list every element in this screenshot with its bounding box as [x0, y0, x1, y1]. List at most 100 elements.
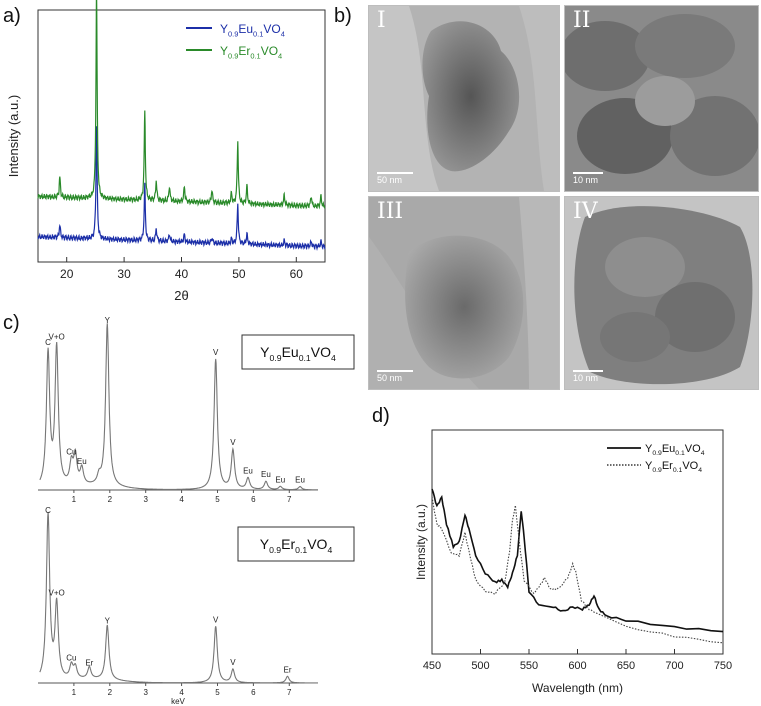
pl-x-axis-label: Wavelength (nm)	[532, 681, 623, 695]
edx-er-legend-label-part: 0.1	[295, 545, 307, 555]
edx-eu-peak-label-1: V+O	[49, 333, 65, 342]
tem-scalebar-3-bar	[377, 370, 413, 372]
edx-er-legend-label-part: VO	[307, 536, 327, 552]
xrd-x-tick-label: 50	[232, 267, 246, 281]
pl-legend-label-1-part: VO	[682, 460, 698, 472]
edx-eu-peak-label-9: Eu	[275, 475, 285, 484]
tem-label-1: I	[377, 8, 386, 33]
edx-er-legend-box	[237, 526, 355, 562]
edx-eu-peak-label-7: Eu	[243, 466, 253, 475]
edx-er-legend-label-part: 0.9	[269, 545, 281, 555]
pl-plot-frame	[431, 429, 724, 655]
xrd-legend-label-1-part: 0.1	[250, 51, 260, 60]
pl-x-tick-label: 550	[520, 660, 538, 672]
edx-eu-peak-label-3: Eu	[77, 457, 87, 466]
xrd-x-tick-label: 30	[117, 267, 131, 281]
edx-er-peak-label-5: V	[213, 615, 219, 624]
edx-er-legend-label-part: 4	[327, 545, 332, 555]
xrd-legend-label-1-part: 4	[278, 51, 282, 60]
edx-er-x-tick-label: 6	[251, 688, 256, 697]
edx-eu-legend-label-part: 0.9	[270, 353, 282, 363]
edx-er-spectrum-line	[39, 511, 318, 684]
xrd-y-axis-label: Intensity (a.u.)	[6, 95, 21, 177]
edx-eu-x-tick-label: 2	[108, 495, 113, 504]
edx-eu-x-tick-label: 5	[215, 495, 220, 504]
edx-eu-peak-label-5: V	[213, 348, 219, 357]
xrd-x-tick-label: 40	[175, 267, 189, 281]
edx-er-peak-label-7: Er	[283, 665, 291, 674]
edx-er-x-axis-label: keV	[171, 697, 185, 705]
edx-eu-peak-label-2: Cu	[66, 447, 76, 456]
xrd-legend-label-0-part: Eu	[238, 22, 253, 36]
edx-eu-x-tick-label: 4	[179, 495, 184, 504]
pl-legend-label-1-part: Y	[645, 460, 653, 472]
edx-eu-x-tick-label: 3	[143, 495, 148, 504]
pl-legend-label-0: Y0.9Eu0.1VO4	[645, 443, 705, 457]
panel-letter-c: c)	[3, 312, 20, 334]
edx-eu-legend-label-part: Eu	[282, 344, 299, 360]
edx-eu-x-tick-label: 7	[287, 495, 292, 504]
tem-image-1-graphic	[369, 6, 559, 191]
xrd-legend-label-0-part: 4	[281, 29, 285, 38]
pl-x-tick-label: 500	[471, 660, 489, 672]
edx-er-x-tick-label: 4	[179, 688, 184, 697]
edx-er-peak-label-3: Er	[85, 659, 93, 668]
edx-er-x-tick-label: 3	[143, 688, 148, 697]
xrd-legend-label-0-part: 0.9	[228, 29, 238, 38]
edx-er-peak-label-6: V	[230, 658, 236, 667]
edx-er-peak-label-2: Cu	[66, 654, 76, 663]
panel-letter-d: d)	[372, 405, 390, 427]
xrd-plot-frame	[37, 9, 326, 263]
xrd-legend-label-0: Y0.9Eu0.1VO4	[220, 22, 285, 38]
pl-legend-label-1-part: Er	[662, 460, 673, 472]
xrd-x-axis-label: 2θ	[174, 288, 188, 303]
edx-er-x-tick-label: 1	[72, 688, 77, 697]
edx-eu-legend-label-part: Y	[260, 344, 270, 360]
edx-er-peak-label-0: C	[45, 506, 51, 515]
edx-eu-peak-label-4: Y	[105, 316, 111, 325]
tem-image-2-graphic	[565, 6, 758, 191]
edx-eu-legend-label-part: 4	[331, 353, 336, 363]
edx-er-x-tick-label: 7	[287, 688, 292, 697]
edx-eu-x-tick-label: 1	[72, 495, 77, 504]
xrd-legend-label-1-part: VO	[261, 44, 278, 58]
tem-scalebar-2: 10 nm	[573, 172, 603, 185]
tem-label-2: II	[573, 8, 591, 33]
pl-series-line-1	[431, 496, 724, 644]
edx-eu-legend-label: Y0.9Eu0.1VO4	[260, 344, 336, 363]
tem-scalebar-4-text: 10 nm	[573, 373, 599, 383]
xrd-legend-label-0-part: VO	[263, 22, 280, 36]
xrd-x-tick-label: 20	[60, 267, 74, 281]
edx-spectrum-eu: 1234567keVCV+OCuEuYVVEuEuEuEuY0.9Eu0.1VO…	[38, 316, 355, 505]
tem-image-2: II 10 nm	[564, 5, 759, 192]
xrd-series-line-0	[37, 126, 326, 251]
pl-x-tick-label: 450	[423, 660, 441, 672]
edx-eu-x-axis-label: keV	[171, 504, 185, 505]
pl-y-axis-label: Intensity (a.u.)	[414, 504, 428, 580]
tem-scalebar-2-text: 10 nm	[573, 175, 599, 185]
xrd-legend-label-0-part: 0.1	[253, 29, 263, 38]
tem-image-4-graphic	[565, 197, 758, 389]
edx-eu-legend-label-part: VO	[311, 344, 331, 360]
pl-legend-label-0-part: 4	[701, 450, 705, 457]
edx-eu-peak-label-8: Eu	[261, 470, 271, 479]
tem-image-3: III 50 nm	[368, 196, 560, 390]
pl-legend-label-1: Y0.9Er0.1VO4	[645, 460, 702, 474]
pl-x-tick-label: 700	[665, 660, 683, 672]
edx-eu-legend-label-part: 0.1	[299, 353, 311, 363]
tem-scalebar-4-bar	[573, 370, 603, 372]
xrd-legend-label-1-part: Y	[220, 44, 228, 58]
tem-scalebar-3: 50 nm	[377, 370, 413, 383]
pl-x-tick-label: 650	[617, 660, 635, 672]
tem-image-1: I 50 nm	[368, 5, 560, 192]
pl-legend-label-0-part: VO	[685, 443, 701, 455]
edx-eu-peak-label-10: Eu	[295, 476, 305, 485]
tem-label-3: III	[377, 199, 404, 224]
tem-scalebar-1: 50 nm	[377, 172, 413, 185]
pl-legend-label-0-part: Eu	[662, 443, 675, 455]
tem-scalebar-4: 10 nm	[573, 370, 603, 383]
pl-series-line-0	[431, 488, 724, 633]
edx-eu-spectrum-line	[39, 323, 318, 491]
